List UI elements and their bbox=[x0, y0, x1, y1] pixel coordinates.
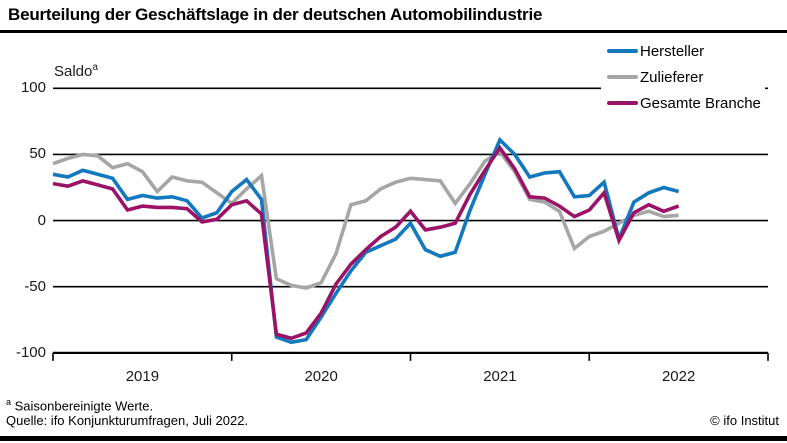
y-tick-label--100: -100 bbox=[15, 343, 46, 361]
source-note: Quelle: ifo Konjunkturumfragen, Juli 202… bbox=[6, 413, 249, 428]
x-tick-label-2021: 2021 bbox=[483, 368, 517, 385]
footnote-mark: a bbox=[6, 397, 12, 407]
y-axis-title: Saldoa bbox=[54, 62, 98, 80]
page-title: Beurteilung der Geschäftslage in der deu… bbox=[8, 5, 543, 24]
copyright-note: © ifo Institut bbox=[710, 413, 779, 428]
series-line-hersteller bbox=[52, 136, 680, 345]
legend-item-zulieferer: Zulieferer bbox=[607, 64, 761, 90]
legend: Hersteller Zulieferer Gesamte Branche bbox=[601, 36, 765, 118]
y-axis-title-text: Saldo bbox=[54, 63, 93, 80]
y-tick-label-50: 50 bbox=[29, 145, 46, 163]
legend-label-hersteller: Hersteller bbox=[640, 42, 705, 60]
x-tick-label-2022: 2022 bbox=[661, 368, 696, 385]
x-tick-label-2020: 2020 bbox=[304, 368, 338, 385]
footnote-text: Saisonbereinigte Werte. bbox=[11, 398, 154, 414]
legend-item-gesamte-branche: Gesamte Branche bbox=[607, 90, 761, 116]
legend-swatch-gesamte-branche bbox=[607, 101, 638, 105]
title-divider bbox=[0, 30, 787, 33]
y-tick-label-100: 100 bbox=[20, 79, 46, 97]
y-tick-label--50: -50 bbox=[24, 277, 46, 295]
footnote: a Saisonbereinigte Werte. bbox=[6, 397, 153, 413]
x-tick-label-2019: 2019 bbox=[125, 368, 160, 385]
legend-label-gesamte-branche: Gesamte Branche bbox=[640, 94, 761, 112]
legend-item-hersteller: Hersteller bbox=[607, 38, 761, 64]
series-line-zulieferer bbox=[52, 149, 679, 290]
series-line-gesamte-branche bbox=[52, 144, 680, 341]
y-tick-label-0: 0 bbox=[37, 211, 46, 229]
legend-swatch-zulieferer bbox=[607, 75, 638, 79]
legend-swatch-hersteller bbox=[607, 49, 638, 53]
bottom-bar bbox=[0, 436, 787, 441]
legend-label-zulieferer: Zulieferer bbox=[640, 68, 704, 86]
y-axis-title-footnote-mark: a bbox=[92, 62, 98, 73]
